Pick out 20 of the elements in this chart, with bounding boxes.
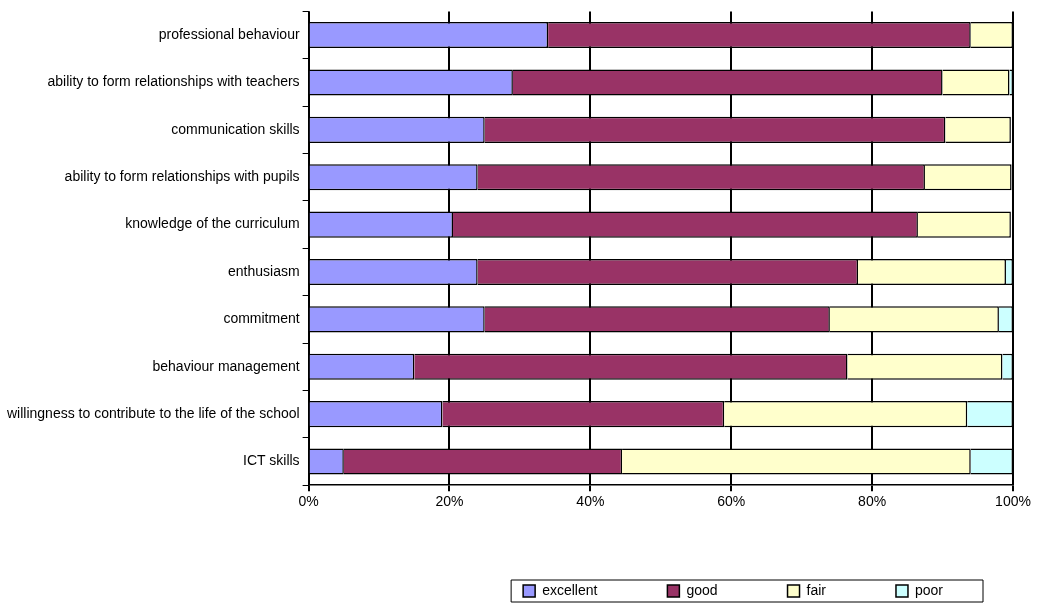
legend-label: good [686, 581, 718, 598]
x-tick-label: 0% [298, 493, 319, 510]
y-tick-label: ability to form relationships with pupils [64, 168, 300, 185]
x-tick-label: 20% [435, 493, 464, 510]
y-tick-label: behaviour management [152, 357, 300, 374]
legend-label: poor [914, 581, 944, 598]
x-tick-label: 40% [576, 493, 605, 510]
y-tick-label: commitment [223, 310, 300, 327]
x-tick-label: 60% [717, 493, 746, 510]
y-tick-label: ICT skills [243, 452, 300, 469]
y-tick-label: willingness to contribute to the life of the school [5, 404, 300, 421]
legend-label: excellent [542, 581, 598, 598]
y-tick-label: communication skills [171, 120, 300, 137]
x-tick-label: 80% [858, 493, 887, 510]
y-tick-label: ability to form relationships with teachers [47, 73, 300, 90]
legend-label: fair [806, 581, 827, 598]
y-tick-label: professional behaviour [158, 25, 300, 42]
y-tick-label: enthusiasm [228, 262, 300, 279]
x-tick-label: 100% [995, 493, 1031, 510]
y-tick-label: knowledge of the curriculum [125, 215, 300, 232]
